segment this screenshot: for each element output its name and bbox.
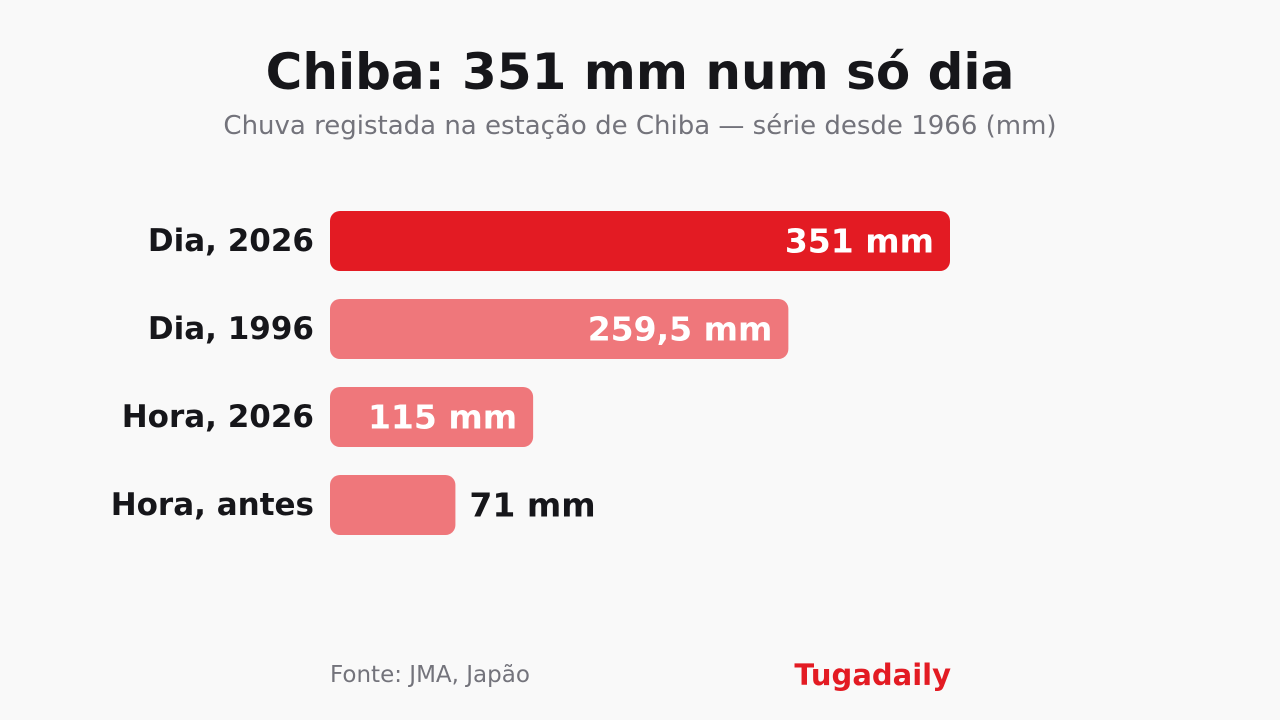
value-label: 71 mm <box>469 486 595 525</box>
brand-logo: Tugadaily <box>794 658 951 692</box>
category-label: Dia, 2026 <box>148 223 314 259</box>
bar <box>330 387 534 447</box>
bar <box>330 299 789 359</box>
chart-title: Chiba: 351 mm num só dia <box>265 43 1015 101</box>
chart-subtitle: Chuva registada na estação de Chiba — sé… <box>223 111 1057 141</box>
source-note: Fonte: JMA, Japão <box>330 662 530 688</box>
value-label: 351 mm <box>785 222 934 261</box>
value-label: 115 mm <box>368 398 517 437</box>
bar <box>330 211 950 271</box>
value-label: 259,5 mm <box>588 310 773 349</box>
category-label: Hora, antes <box>111 487 314 523</box>
bar <box>330 475 456 535</box>
category-label: Dia, 1996 <box>148 311 314 347</box>
category-label: Hora, 2026 <box>122 399 314 435</box>
